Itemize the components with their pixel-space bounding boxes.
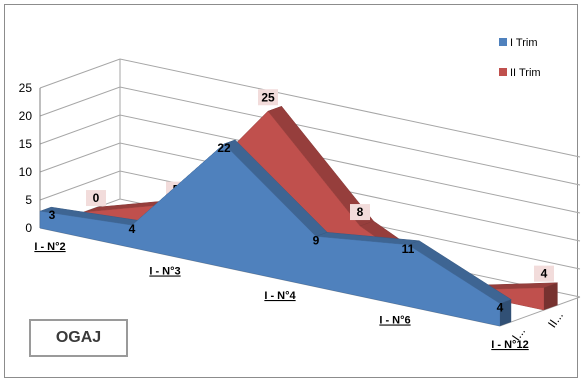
legend-label: I Trim xyxy=(510,37,538,49)
y-tick-label: 20 xyxy=(19,109,33,123)
floor-right-edge xyxy=(499,296,581,327)
category-label: I - N°4 xyxy=(264,290,296,302)
legend: I Trim II Trim xyxy=(499,37,541,79)
area-front-face xyxy=(39,143,501,327)
data-label: 4 xyxy=(541,267,548,281)
data-label-bg xyxy=(258,89,278,106)
category-label: I - N°12 xyxy=(491,339,528,351)
area-end-cap xyxy=(544,282,558,311)
category-label: I - N°2 xyxy=(34,241,65,253)
y-tick-label: 25 xyxy=(19,81,33,95)
depth-label: II... xyxy=(545,309,566,331)
legend-swatch xyxy=(499,38,507,46)
depth-label: I... xyxy=(509,324,528,343)
ogaj-label-box: OGAJ xyxy=(29,319,128,357)
legend-label: II Trim xyxy=(510,67,541,79)
data-label: 4 xyxy=(497,301,504,315)
series-0: 3 4 22 9 11 4 xyxy=(39,139,512,327)
area-end-cap xyxy=(500,299,512,326)
data-label: 25 xyxy=(261,90,275,104)
data-label-bg xyxy=(534,265,554,282)
data-label-bg xyxy=(86,190,106,207)
data-label-bg xyxy=(350,204,370,221)
y-tick-label: 5 xyxy=(25,193,32,207)
y-tick-label: 0 xyxy=(25,221,32,235)
category-label: I - N°6 xyxy=(379,315,410,327)
data-label: 3 xyxy=(49,208,56,222)
data-label: 0 xyxy=(93,191,100,205)
data-label: 22 xyxy=(217,141,231,155)
y-tick-label: 10 xyxy=(19,165,33,179)
data-label: 4 xyxy=(129,222,136,236)
ogaj-label: OGAJ xyxy=(55,329,102,346)
y-tick-label: 15 xyxy=(19,137,33,151)
category-label: I - N°3 xyxy=(149,266,180,278)
data-label: 8 xyxy=(357,205,364,219)
data-label: 9 xyxy=(313,233,320,247)
legend-swatch xyxy=(499,68,507,76)
data-label: 11 xyxy=(402,242,415,256)
